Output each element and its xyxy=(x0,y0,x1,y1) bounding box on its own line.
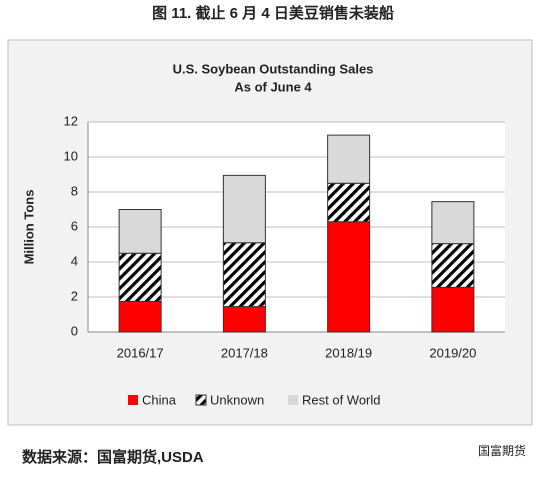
bar-segment xyxy=(118,252,162,302)
bar-segment xyxy=(118,209,162,254)
x-tick-label: 2018/19 xyxy=(325,345,372,360)
y-tick-label: 0 xyxy=(71,323,78,338)
y-tick-label: 2 xyxy=(71,288,78,303)
x-tick-label: 2019/20 xyxy=(429,345,476,360)
legend-label: Unknown xyxy=(210,392,264,407)
chart-title: U.S. Soybean Outstanding Sales xyxy=(173,61,374,76)
y-tick-label: 12 xyxy=(64,113,78,128)
y-axis-label: Million Tons xyxy=(21,190,36,265)
y-tick-label: 8 xyxy=(71,183,78,198)
bar-segment xyxy=(431,286,475,333)
chart-subtitle: As of June 4 xyxy=(234,79,312,94)
legend-label: Rest of World xyxy=(302,392,381,407)
x-tick-label: 2016/17 xyxy=(117,345,164,360)
y-tick-label: 6 xyxy=(71,218,78,233)
bar-segment xyxy=(327,182,371,223)
legend-label: China xyxy=(142,392,177,407)
figure-caption: 图 11. 截止 6 月 4 日美豆销售未装船 xyxy=(152,4,394,22)
bar-segment xyxy=(118,300,162,333)
legend-swatch xyxy=(288,395,298,405)
bar-segment xyxy=(431,201,475,245)
y-tick-label: 10 xyxy=(64,148,78,163)
legend-swatch xyxy=(128,395,138,405)
source-note: 数据来源：国富期货,USDA xyxy=(22,448,204,466)
bar-segment xyxy=(222,306,266,333)
y-tick-label: 4 xyxy=(71,253,78,268)
bar-segment xyxy=(222,242,266,308)
bar-segment xyxy=(431,243,475,288)
brand-label: 国富期货 xyxy=(478,443,526,458)
bar-segment xyxy=(327,221,371,333)
x-tick-label: 2017/18 xyxy=(221,345,268,360)
bar-segment xyxy=(327,134,371,184)
legend-swatch xyxy=(195,394,207,406)
bar-segment xyxy=(222,174,266,244)
